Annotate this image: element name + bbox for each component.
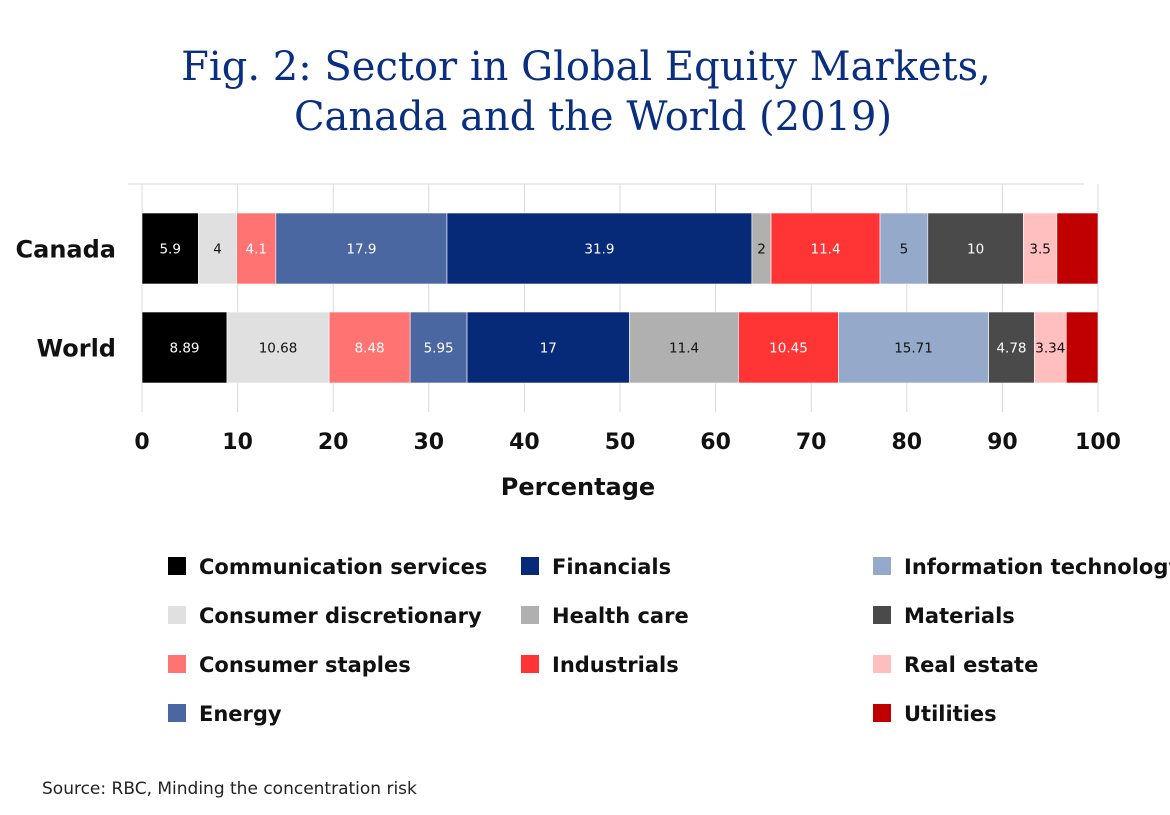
legend-swatch-communication-services bbox=[168, 557, 186, 575]
legend-swatch-energy bbox=[168, 704, 186, 722]
bar-canada-information-technology bbox=[879, 212, 929, 285]
legend-swatch-consumer-staples bbox=[168, 655, 186, 673]
x-tick-label: 80 bbox=[891, 430, 922, 455]
plot-area: 0 10 20 30 40 50 60 70 80 90 100 Canada World 5.9 4 4.1… bbox=[16, 183, 1121, 455]
data-label-canada-health-care: 2 bbox=[757, 242, 766, 258]
data-label-world-communication-services: 8.89 bbox=[169, 341, 199, 357]
data-label-canada-consumer-staples: 4.1 bbox=[245, 242, 266, 258]
bar-world-utilities bbox=[1065, 311, 1099, 384]
legend-label-industrials: Industrials bbox=[552, 653, 679, 677]
legend-label-communication-services: Communication services bbox=[199, 555, 487, 579]
x-tick-label: 30 bbox=[413, 430, 444, 455]
legend-label-consumer-staples: Consumer staples bbox=[199, 653, 411, 677]
chart-title-line-2: Canada and the World (2019) bbox=[294, 94, 892, 140]
data-label-world-energy: 5.95 bbox=[424, 341, 454, 357]
bar-world-health-care bbox=[629, 311, 739, 384]
data-label-canada-energy: 17.9 bbox=[346, 242, 376, 258]
legend-swatch-industrials bbox=[521, 655, 539, 673]
legend-swatch-real-estate bbox=[873, 655, 891, 673]
legend-label-financials: Financials bbox=[552, 555, 671, 579]
x-tick-label: 100 bbox=[1075, 430, 1121, 455]
data-label-canada-materials: 10 bbox=[967, 242, 984, 258]
data-label-canada-consumer-discretionary: 4 bbox=[213, 242, 222, 258]
bar-canada-financials bbox=[446, 212, 753, 285]
data-label-world-consumer-staples: 8.48 bbox=[355, 341, 385, 357]
bar-canada-communication-services bbox=[141, 212, 199, 285]
data-label-world-real-estate: 3.34 bbox=[1035, 341, 1065, 357]
data-label-canada-real-estate: 3.5 bbox=[1029, 242, 1050, 258]
data-label-world-financials: 17 bbox=[540, 341, 557, 357]
data-label-world-consumer-discretionary: 10.68 bbox=[259, 341, 298, 357]
data-label-world-information-technology: 15.71 bbox=[894, 341, 933, 357]
x-tick-label: 90 bbox=[987, 430, 1018, 455]
x-tick-label: 60 bbox=[700, 430, 731, 455]
legend-label-energy: Energy bbox=[199, 702, 282, 726]
legend-swatch-financials bbox=[521, 557, 539, 575]
bar-canada-real-estate bbox=[1023, 212, 1058, 285]
bar-world-consumer-discretionary bbox=[226, 311, 330, 384]
data-label-canada-industrials: 11.4 bbox=[811, 242, 841, 258]
legend-swatch-health-care bbox=[521, 606, 539, 624]
legend-label-materials: Materials bbox=[904, 604, 1015, 628]
data-label-canada-financials: 31.9 bbox=[584, 242, 614, 258]
data-label-world-materials: 4.78 bbox=[996, 341, 1026, 357]
x-tick-label: 0 bbox=[134, 430, 149, 455]
legend: Communication services Consumer discretio… bbox=[168, 555, 1170, 726]
bar-canada-industrials bbox=[770, 212, 881, 285]
legend-label-consumer-discretionary: Consumer discretionary bbox=[199, 604, 482, 628]
bar-world-real-estate bbox=[1034, 311, 1067, 384]
legend-label-information-technology: Information technology bbox=[904, 555, 1170, 579]
legend-swatch-utilities bbox=[873, 704, 891, 722]
bar-canada-utilities bbox=[1056, 212, 1099, 285]
data-label-canada-communication-services: 5.9 bbox=[159, 242, 180, 258]
x-axis-title: Percentage bbox=[501, 473, 655, 501]
legend-label-real-estate: Real estate bbox=[904, 653, 1038, 677]
data-label-world-industrials: 10.45 bbox=[769, 341, 808, 357]
bar-world-energy bbox=[409, 311, 468, 384]
chart-title-line-1: Fig. 2: Sector in Global Equity Markets, bbox=[181, 44, 991, 90]
bar-world-communication-services bbox=[141, 311, 228, 384]
x-tick-label: 40 bbox=[509, 430, 540, 455]
bar-canada-consumer-staples bbox=[236, 212, 277, 285]
legend-label-utilities: Utilities bbox=[904, 702, 997, 726]
x-tick-label: 50 bbox=[605, 430, 636, 455]
legend-swatch-materials bbox=[873, 606, 891, 624]
legend-label-health-care: Health care bbox=[552, 604, 689, 628]
bar-world-information-technology bbox=[838, 311, 989, 384]
bar-world-financials bbox=[466, 311, 630, 384]
bar-world-consumer-staples bbox=[328, 311, 411, 384]
source-note: Source: RBC, Minding the concentration r… bbox=[42, 779, 417, 799]
data-label-canada-information-technology: 5 bbox=[900, 242, 909, 258]
x-tick-label: 20 bbox=[318, 430, 349, 455]
data-label-world-health-care: 11.4 bbox=[669, 341, 699, 357]
bar-canada-energy bbox=[275, 212, 448, 285]
category-label-canada: Canada bbox=[16, 236, 116, 264]
x-tick-label: 10 bbox=[222, 430, 253, 455]
x-tick-label: 70 bbox=[796, 430, 827, 455]
legend-swatch-information-technology bbox=[873, 557, 891, 575]
category-label-world: World bbox=[37, 335, 116, 363]
bar-world-materials bbox=[988, 311, 1035, 384]
bar-canada-materials bbox=[927, 212, 1024, 285]
legend-swatch-consumer-discretionary bbox=[168, 606, 186, 624]
bar-canada-consumer-discretionary bbox=[198, 212, 237, 285]
